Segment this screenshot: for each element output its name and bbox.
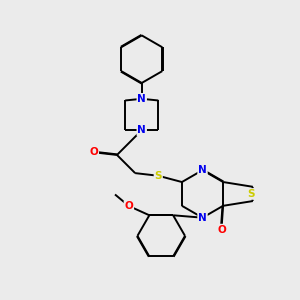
Text: S: S xyxy=(154,171,162,181)
Text: S: S xyxy=(248,189,255,199)
Text: N: N xyxy=(137,125,146,135)
Text: N: N xyxy=(198,165,207,175)
Text: O: O xyxy=(217,225,226,235)
Text: O: O xyxy=(89,147,98,157)
Text: O: O xyxy=(124,201,133,211)
Text: N: N xyxy=(198,213,207,223)
Text: N: N xyxy=(137,94,146,104)
